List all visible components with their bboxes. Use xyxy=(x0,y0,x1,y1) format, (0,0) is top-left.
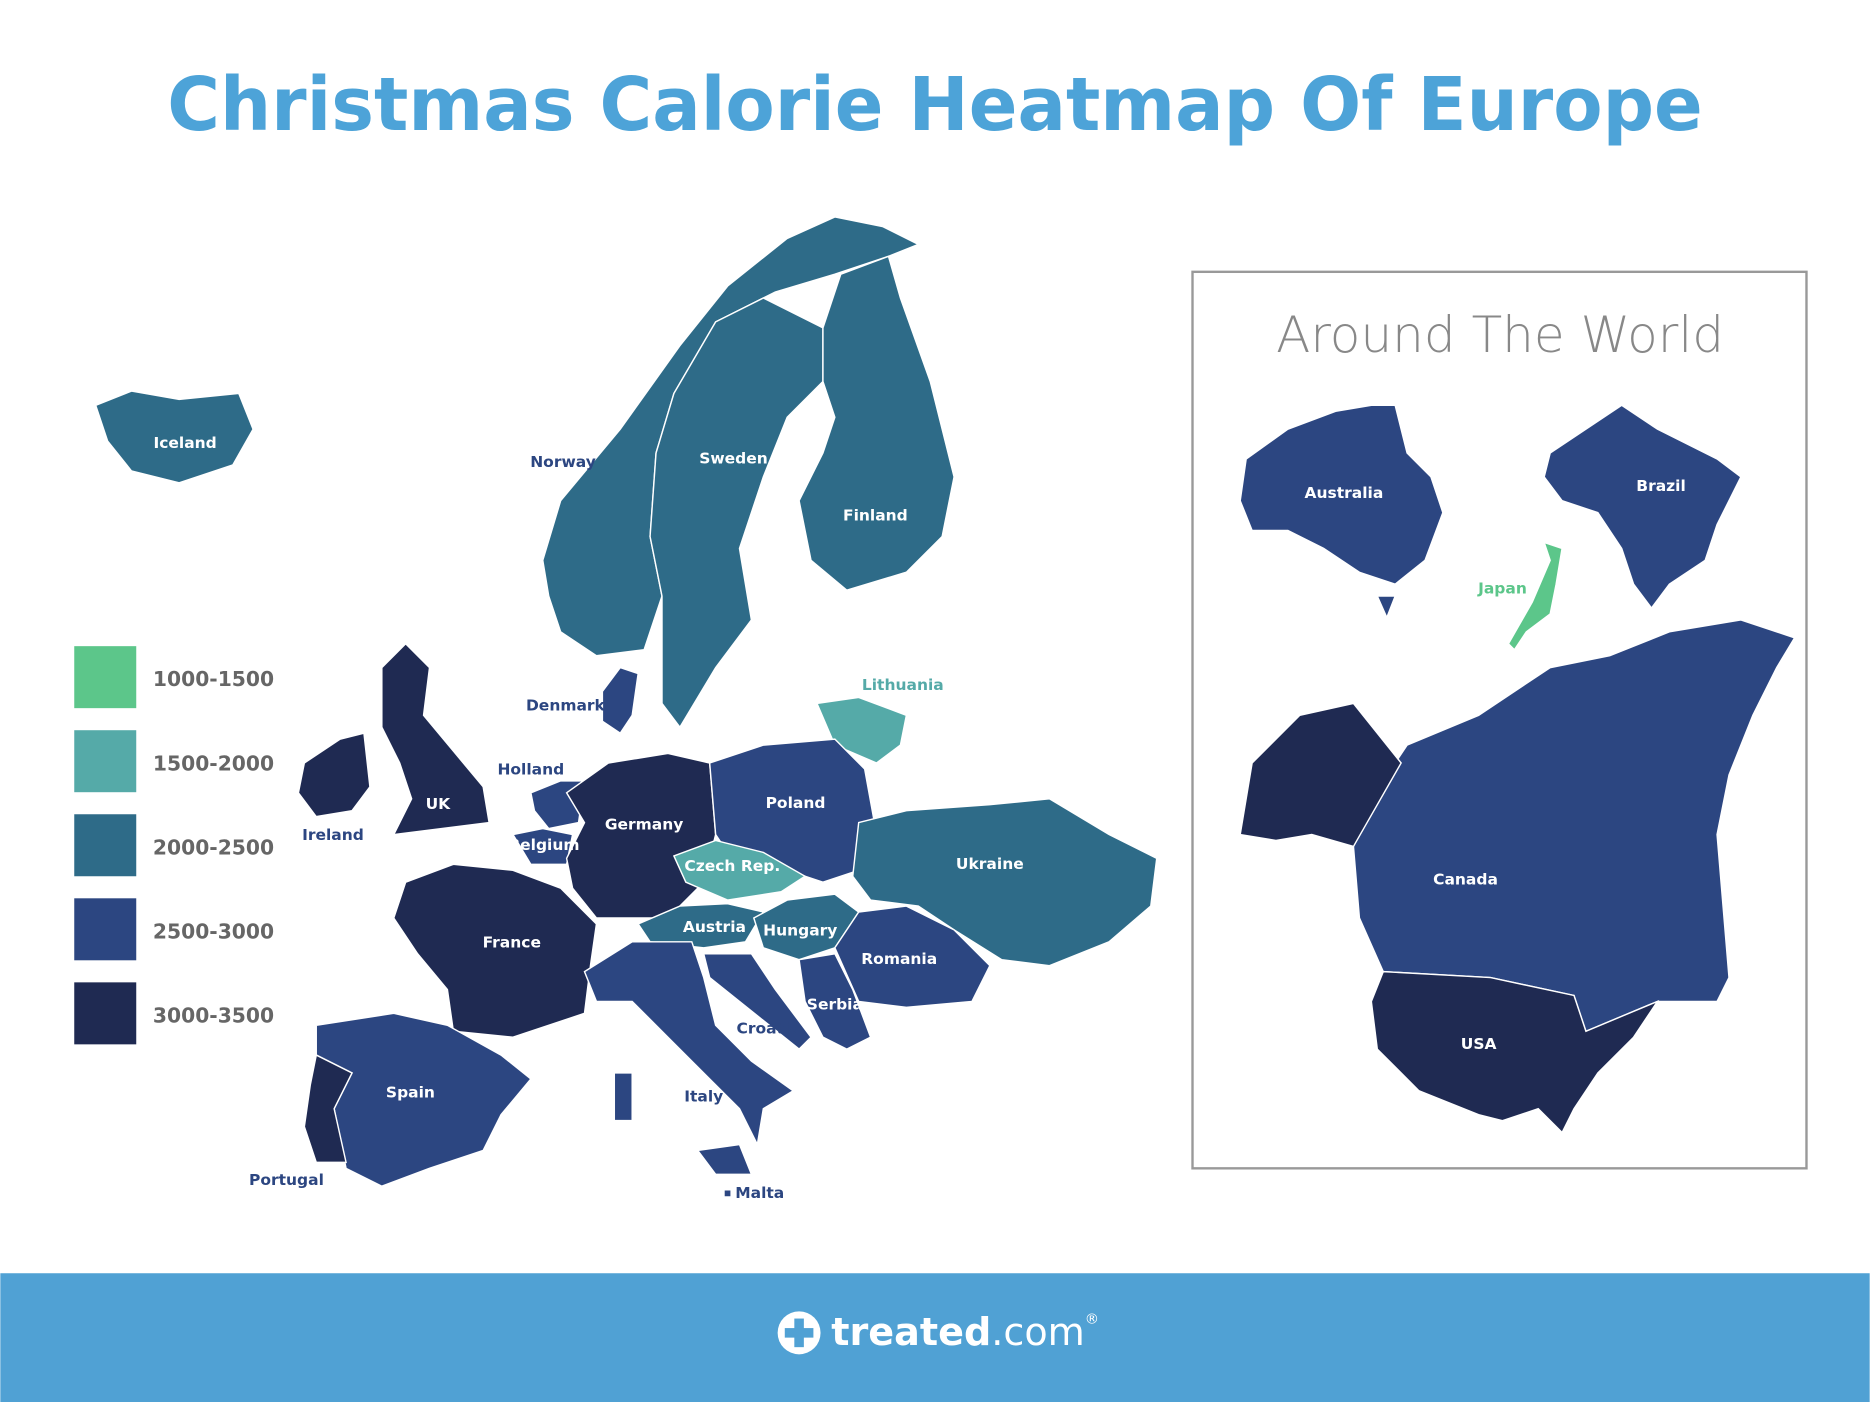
country-shape xyxy=(583,941,795,1176)
country-shape xyxy=(1239,702,1660,1134)
legend-label: 1000-1500 xyxy=(153,667,274,691)
country-shape xyxy=(381,642,490,836)
country-label: Romania xyxy=(861,950,937,968)
country-shape xyxy=(1352,619,1796,1033)
legend-label: 3000-3500 xyxy=(153,1003,274,1027)
country-shape xyxy=(303,1054,353,1164)
logo-mark: ® xyxy=(1085,1312,1099,1328)
legend-swatch xyxy=(74,982,137,1045)
country-label: Brazil xyxy=(1636,477,1686,495)
country-label: Ukraine xyxy=(956,855,1024,873)
legend-swatch xyxy=(74,730,137,793)
legend-label: 2500-3000 xyxy=(153,919,274,943)
country-shape xyxy=(1239,404,1444,620)
country-shape xyxy=(297,732,371,818)
country-shape xyxy=(511,827,574,866)
country-label: Australia xyxy=(1305,484,1384,502)
country-label: Holland xyxy=(497,761,564,779)
country-label: Serbia xyxy=(807,996,863,1014)
country-shape xyxy=(798,952,872,1050)
country-label: Norway xyxy=(530,453,596,471)
country-label: Sweden xyxy=(699,449,768,467)
country-shape xyxy=(94,390,254,484)
country-label: Hungary xyxy=(763,922,837,940)
country-label: France xyxy=(483,934,541,952)
country-label: Austria xyxy=(683,918,746,936)
footer-bar xyxy=(0,1273,1870,1402)
country-label: Croatia xyxy=(736,1019,799,1037)
country-shape xyxy=(798,255,955,591)
country-shape xyxy=(702,953,812,1051)
country-label: Iceland xyxy=(153,434,216,452)
country-shape xyxy=(1543,404,1742,610)
country-label: Lithuania xyxy=(862,676,944,694)
country-label: Japan xyxy=(1477,579,1527,597)
country-label: Czech Rep. xyxy=(684,857,780,875)
country-label: Denmark xyxy=(526,696,606,714)
world-box xyxy=(1191,270,1808,1170)
legend-label: 2000-2500 xyxy=(153,835,274,859)
country-label: Canada xyxy=(1433,870,1498,888)
country-label: Finland xyxy=(843,507,908,525)
legend-swatch xyxy=(74,646,137,709)
country-label: Spain xyxy=(386,1084,435,1102)
title: Christmas Calorie Heatmap Of Europe xyxy=(167,62,1703,148)
country-shape xyxy=(542,216,921,657)
world-title: Around The World xyxy=(1276,306,1724,364)
logo-text: treated.com® xyxy=(831,1310,1099,1354)
country-label: Germany xyxy=(605,815,684,833)
country-shape xyxy=(1507,541,1563,651)
country-shape xyxy=(723,1189,732,1198)
legend-swatch xyxy=(74,898,137,961)
country-label: UK xyxy=(426,795,452,813)
country-shape xyxy=(601,666,639,735)
country-label: Poland xyxy=(766,794,826,812)
country-label: Italy xyxy=(684,1087,723,1105)
legend-label: 1500-2000 xyxy=(153,751,274,775)
country-shape xyxy=(565,752,717,919)
country-shape xyxy=(392,863,598,1038)
country-label: Portugal xyxy=(249,1171,324,1189)
country-shape xyxy=(649,297,824,729)
legend-swatch xyxy=(74,814,137,877)
country-shape xyxy=(834,905,991,1009)
country-label: Malta xyxy=(735,1184,784,1202)
country-label: Belgium xyxy=(508,836,579,854)
country-label: USA xyxy=(1461,1035,1497,1053)
country-shape xyxy=(851,798,1158,967)
country-shape xyxy=(672,839,807,901)
country-label: Ireland xyxy=(302,826,364,844)
logo-brand: treated xyxy=(831,1310,991,1354)
logo-icon xyxy=(777,1311,821,1355)
logo-domain: .com xyxy=(991,1310,1085,1354)
